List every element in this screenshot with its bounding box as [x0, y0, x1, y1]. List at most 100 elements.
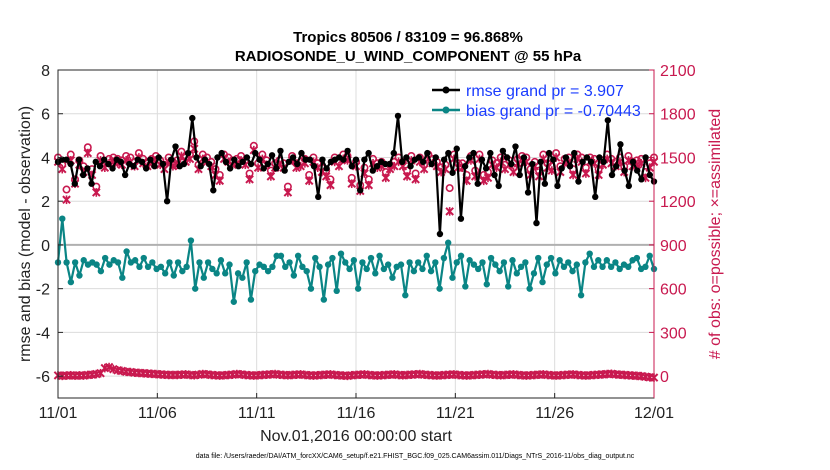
obs-assimilated-point: [445, 207, 454, 216]
data-point: [163, 198, 171, 205]
data-point: [558, 165, 565, 172]
data-point: [470, 149, 477, 157]
data-point: [63, 259, 70, 266]
y-right-tick-label: 1200: [660, 194, 696, 211]
data-point: [247, 296, 255, 303]
data-point: [586, 250, 593, 257]
data-point: [432, 259, 439, 266]
data-point: [346, 265, 353, 273]
data-point: [290, 272, 298, 279]
data-point: [179, 267, 186, 275]
data-point: [608, 171, 616, 179]
data-point: [320, 296, 328, 303]
data-point: [231, 156, 238, 163]
obs-assimilated-point: [304, 176, 314, 186]
data-point: [604, 117, 612, 124]
data-point: [621, 167, 628, 174]
x-tick-label: 12/01: [634, 405, 674, 422]
data-point: [547, 254, 555, 262]
data-point: [390, 149, 397, 157]
data-point: [440, 156, 448, 163]
data-point: [97, 267, 105, 275]
data-point: [260, 263, 268, 270]
data-point: [333, 287, 340, 295]
obs-assimilated-point: [364, 180, 374, 190]
data-point: [130, 163, 137, 170]
data-point: [478, 156, 486, 163]
data-point: [492, 261, 499, 268]
data-point: [573, 261, 581, 268]
data-point: [537, 158, 544, 166]
x-tick-label: 11/06: [138, 405, 177, 422]
obs-assimilated-point: [326, 180, 335, 190]
data-point: [67, 160, 74, 168]
data-point: [123, 248, 130, 255]
data-point: [166, 259, 173, 266]
data-point: [200, 274, 207, 281]
data-point: [170, 272, 177, 279]
data-point: [453, 145, 460, 152]
data-point: [419, 158, 427, 166]
data-point: [487, 149, 494, 157]
obs-assimilated-point: [266, 172, 276, 181]
data-point: [140, 254, 147, 262]
y-right-tick-label: 300: [660, 325, 687, 342]
data-point: [218, 149, 225, 157]
obs-assimilated-point: [92, 188, 101, 197]
data-point: [303, 267, 310, 275]
data-point: [306, 156, 314, 163]
data-point: [213, 270, 220, 277]
data-point: [63, 156, 70, 163]
data-point: [646, 252, 653, 260]
data-point: [625, 182, 633, 190]
y-right-tick-label: 600: [660, 282, 687, 299]
obs-assimilated-point: [283, 188, 293, 197]
legend-rmse-label: rmse grand pr = 3.907: [466, 83, 624, 100]
data-point: [281, 167, 288, 174]
chart-subtitle: RADIOSONDE_U_WIND_COMPONENT @ 55 hPa: [235, 48, 582, 65]
obs-assimilated-point: [62, 195, 71, 205]
y-tick-label: 4: [41, 150, 50, 167]
obs-assimilated-point: [483, 173, 493, 183]
y-right-tick-label: 2100: [660, 63, 696, 80]
data-point: [579, 158, 586, 166]
obs-assimilated-point: [347, 179, 357, 189]
data-point: [204, 259, 212, 266]
data-point: [495, 182, 502, 190]
data-point: [517, 263, 525, 270]
data-point: [462, 283, 469, 290]
chart-title: Tropics 80506 / 83109 = 96.868%: [293, 29, 523, 46]
data-point: [157, 263, 165, 270]
data-point: [453, 259, 460, 266]
y-tick-label: 2: [41, 194, 50, 211]
data-point: [269, 263, 276, 270]
data-point: [142, 165, 150, 172]
data-point: [384, 261, 392, 268]
obs-assimilated-point: [253, 163, 263, 172]
data-point: [367, 254, 375, 262]
data-point: [613, 163, 620, 170]
data-point: [575, 178, 582, 185]
data-point: [159, 160, 167, 168]
data-point: [587, 158, 595, 166]
obs-assimilated-point: [83, 148, 93, 158]
data-point: [174, 259, 182, 266]
data-point: [449, 274, 456, 281]
data-point: [294, 160, 301, 168]
y-right-tick-label: 900: [660, 238, 687, 255]
data-point: [363, 265, 370, 273]
y-axis-right: 0 300 600 900 1200 1500 1800 2100: [649, 63, 696, 398]
line-series: [54, 112, 658, 305]
data-point: [359, 259, 366, 266]
data-point: [369, 167, 376, 174]
data-point: [394, 112, 402, 120]
data-point: [324, 261, 332, 268]
obs-assimilated-point: [509, 167, 518, 177]
x-axis: 11/01 11/06 11/11 11/16 11/21 11/26 12/01: [39, 393, 674, 422]
data-point: [646, 171, 654, 179]
data-point: [196, 259, 203, 266]
data-point: [337, 250, 345, 257]
data-point: [414, 259, 422, 266]
data-point: [239, 274, 246, 281]
